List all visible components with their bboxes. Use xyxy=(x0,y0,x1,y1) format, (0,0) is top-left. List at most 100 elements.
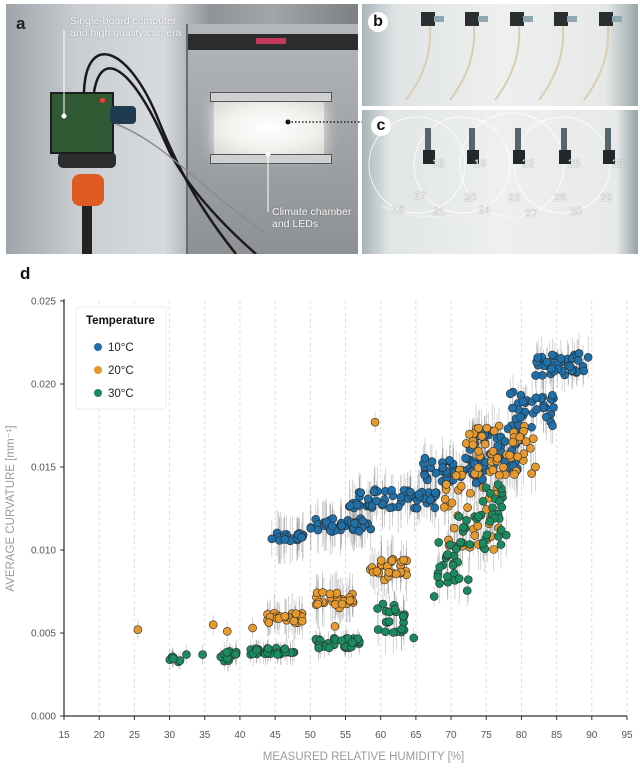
point-30c xyxy=(448,560,458,570)
frame-label-16: 16 xyxy=(432,158,445,170)
x-tick-label: 60 xyxy=(375,730,387,741)
point-10c xyxy=(350,519,359,528)
x-tick-label: 90 xyxy=(586,730,598,741)
clamp-screw xyxy=(478,16,488,22)
point-10c xyxy=(412,503,422,513)
legend-marker-30c xyxy=(94,389,102,397)
sample-clamp xyxy=(603,150,615,164)
point-10c xyxy=(327,521,337,531)
led-bar-top xyxy=(210,92,332,102)
point-30c xyxy=(456,538,465,547)
point-30c xyxy=(324,643,334,653)
point-30c xyxy=(454,574,464,583)
sample-strip xyxy=(494,25,521,101)
point-20c xyxy=(526,443,535,453)
clamp-screw xyxy=(523,16,533,22)
camera-annotation-line2: and high quality camera xyxy=(70,27,182,39)
legend-title: Temperature xyxy=(86,315,155,327)
point-30c xyxy=(481,483,491,492)
point-30c xyxy=(501,530,511,540)
point-30c xyxy=(434,538,444,547)
point-10c xyxy=(445,456,454,465)
x-tick-label: 95 xyxy=(621,730,633,741)
point-10c xyxy=(363,494,373,504)
point-30c xyxy=(397,624,407,634)
point-20c xyxy=(499,462,508,472)
frame-label-22: 22 xyxy=(522,158,535,170)
point-20c xyxy=(463,503,472,512)
y-tick-label: 0.000 xyxy=(31,712,56,723)
point-30c xyxy=(182,650,191,659)
point-20c xyxy=(439,502,449,512)
point-20c xyxy=(208,620,218,630)
y-tick-label: 0.025 xyxy=(31,297,56,308)
y-tick-label: 0.005 xyxy=(31,629,56,640)
point-30c xyxy=(429,592,439,601)
point-20c xyxy=(442,480,451,489)
chamber-annotation-line2: and LEDs xyxy=(272,218,319,230)
point-20c xyxy=(325,589,335,599)
x-tick-label: 80 xyxy=(516,730,528,741)
clamp-post xyxy=(515,128,521,150)
point-10c xyxy=(430,503,440,513)
point-30c xyxy=(222,647,232,657)
point-20c xyxy=(477,432,487,441)
point-10c xyxy=(337,521,346,530)
point-10c xyxy=(548,391,557,400)
point-10c xyxy=(531,371,540,380)
point-10c xyxy=(547,350,557,360)
point-10c xyxy=(385,503,395,513)
x-tick-label: 15 xyxy=(58,730,70,741)
point-20c xyxy=(528,434,538,444)
point-30c xyxy=(496,540,506,549)
point-10c xyxy=(508,403,517,413)
point-20c xyxy=(264,618,274,627)
point-30c xyxy=(496,525,506,535)
x-tick-label: 40 xyxy=(234,730,246,741)
point-30c xyxy=(474,512,483,521)
point-20c xyxy=(488,446,498,456)
point-10c xyxy=(531,393,541,403)
legend-label-30c: 30°C xyxy=(108,388,134,400)
panel-a-letter: a xyxy=(16,14,26,33)
point-30c xyxy=(409,633,419,643)
panel-a-photo: a Single-board computer and high quality… xyxy=(6,4,358,254)
legend-label-10c: 10°C xyxy=(108,342,134,354)
panel-c-photo: c 16 17 18 19 20 21 22 23 24 25 26 27 28… xyxy=(362,110,638,254)
frame-label-21: 21 xyxy=(433,206,446,218)
frame-label-24: 24 xyxy=(478,204,491,216)
fitted-circle xyxy=(368,116,466,214)
sample-trace xyxy=(381,205,523,218)
point-30c xyxy=(459,523,468,532)
x-tick-label: 45 xyxy=(270,730,282,741)
point-20c xyxy=(493,453,502,463)
point-10c xyxy=(420,470,429,480)
frame-label-20: 20 xyxy=(464,192,477,204)
fitted-circle xyxy=(513,116,611,214)
point-30c xyxy=(433,572,442,582)
point-20c xyxy=(376,556,386,565)
point-30c xyxy=(446,540,455,550)
point-20c xyxy=(473,521,483,531)
panel-c-overlay xyxy=(368,112,615,218)
point-30c xyxy=(482,530,492,540)
point-20c xyxy=(513,452,523,462)
point-10c xyxy=(306,524,315,533)
point-10c xyxy=(426,495,435,505)
point-10c xyxy=(267,534,277,544)
y-tick-label: 0.010 xyxy=(31,546,56,557)
frame-label-23: 23 xyxy=(508,192,521,204)
panel-b-samples xyxy=(405,12,622,101)
point-20c xyxy=(473,463,483,473)
point-10c xyxy=(280,535,290,544)
point-20c xyxy=(330,622,340,631)
frame-label-26: 26 xyxy=(554,192,567,204)
clamp-post xyxy=(425,128,431,150)
panel-b-letter: b xyxy=(368,12,388,32)
point-30c xyxy=(486,488,495,498)
legend-box xyxy=(75,306,167,410)
point-30c xyxy=(385,617,394,626)
point-20c xyxy=(345,596,355,605)
point-30c xyxy=(381,627,390,637)
point-20c xyxy=(465,429,474,439)
